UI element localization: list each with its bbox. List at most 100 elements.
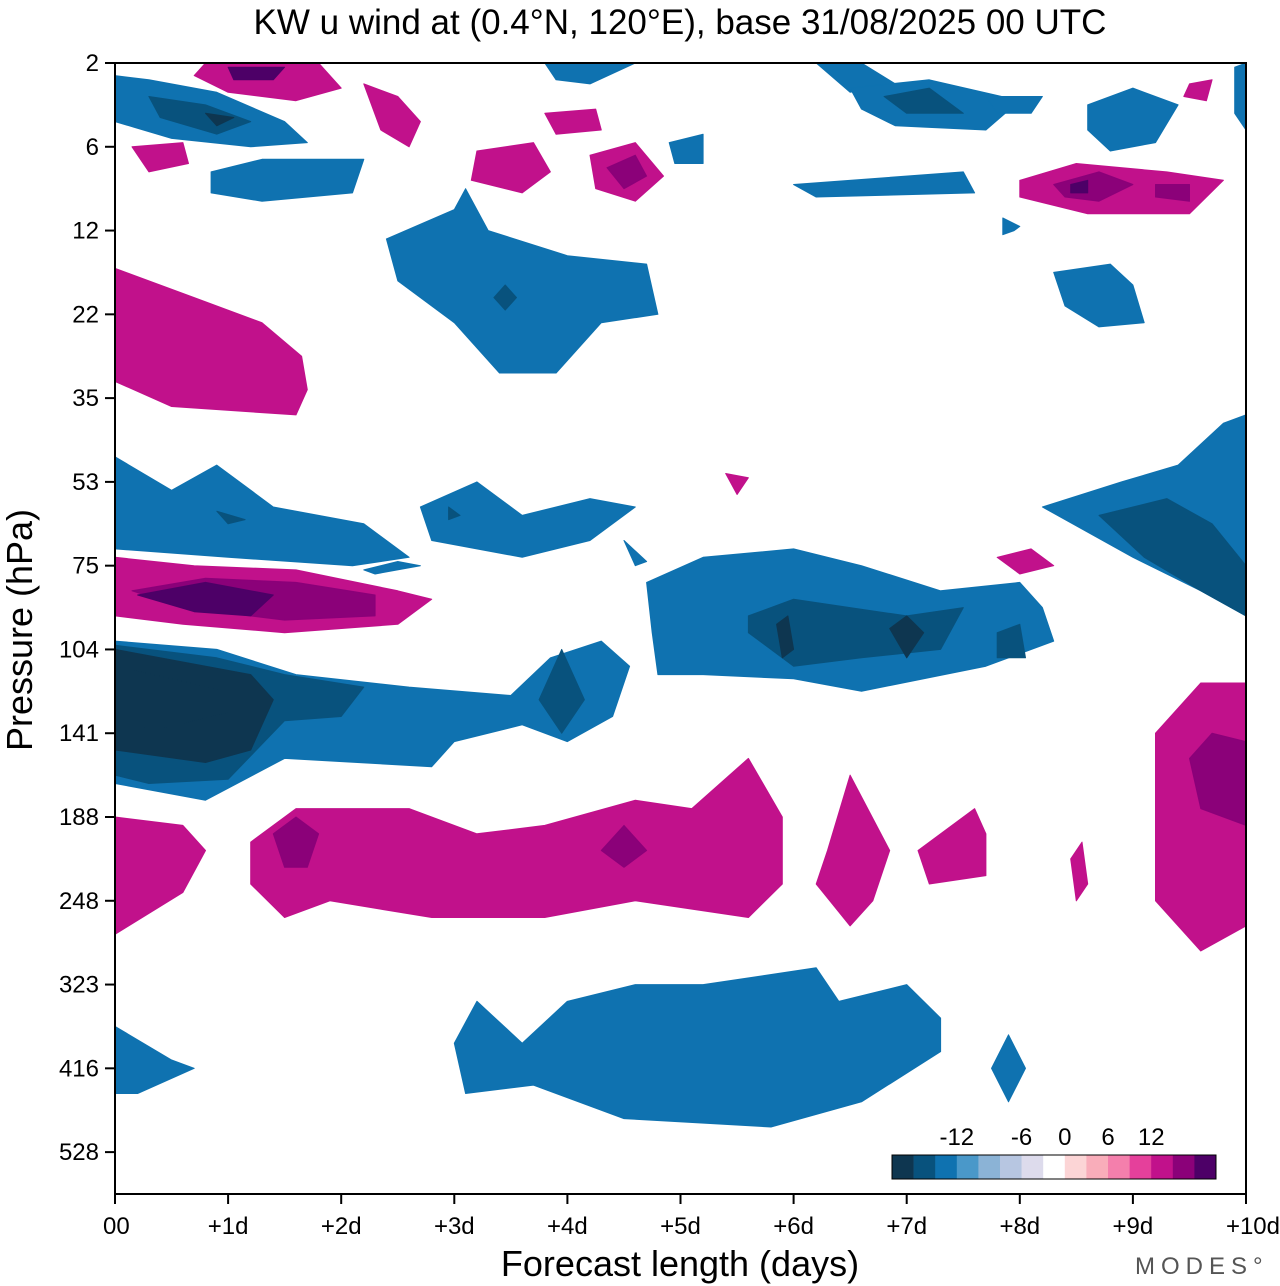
y-tick-label: 188 (59, 804, 99, 831)
contour-region-48 (538, 648, 585, 734)
contour-region-37 (623, 540, 648, 567)
colorbar-tick-label: -12 (939, 1124, 974, 1151)
y-tick-label: 35 (72, 385, 99, 412)
contour-region-18 (793, 171, 976, 198)
contour-region-16 (883, 87, 964, 114)
colorbar-swatch (1086, 1155, 1109, 1179)
contour-region-34 (419, 481, 636, 558)
colorbar-tick-label: 12 (1138, 1124, 1165, 1151)
x-axis-label: Forecast length (days) (501, 1243, 859, 1284)
contour-region-25 (1183, 79, 1213, 102)
y-axis-label: Pressure (hPa) (0, 509, 40, 751)
contour-regions (115, 63, 1246, 1128)
y-tick-label: 53 (72, 469, 99, 496)
contour-region-27 (493, 284, 517, 311)
y-tick-label: 323 (59, 972, 99, 999)
y-axis: 2 6 12 22 35 53 75 104 141 188 248 323 416 528 (59, 50, 115, 1166)
contour-region-40 (996, 548, 1055, 575)
colorbar-frame (891, 1154, 1217, 1180)
x-tick-label: +10d (1226, 1213, 1280, 1240)
contour-region-65 (991, 1034, 1026, 1103)
x-tick-label: +4d (547, 1213, 588, 1240)
colorbar-swatch (913, 1155, 936, 1179)
colorbar-swatch (1151, 1155, 1174, 1179)
y-tick-label: 6 (86, 134, 99, 161)
contour-region-20 (1234, 63, 1246, 131)
colorbar-swatch (1129, 1155, 1152, 1179)
x-tick-label: +5d (660, 1213, 701, 1240)
contour-region-47 (115, 665, 229, 730)
colorbar-tick-label: 0 (1058, 1124, 1071, 1151)
x-tick-label: +7d (886, 1213, 927, 1240)
contour-region-8 (544, 63, 636, 85)
contour-region-62 (1189, 732, 1246, 826)
contour-region-3 (210, 158, 365, 202)
contour-region-32 (216, 510, 246, 525)
x-tick-label: +9d (1113, 1213, 1154, 1240)
contour-region-5 (227, 66, 286, 81)
colorbar-swatch (1194, 1155, 1217, 1179)
modes-logo: MODES° (1135, 1253, 1269, 1280)
contour-region-54 (115, 816, 206, 935)
y-tick-label: 75 (72, 553, 99, 580)
colorbar-swatch (956, 1155, 979, 1179)
contour-region-35 (448, 506, 461, 521)
contour-region-6 (131, 142, 189, 173)
colorbar-swatch (892, 1155, 914, 1179)
x-tick-label: +3d (434, 1213, 475, 1240)
y-tick-label: 104 (59, 636, 99, 663)
contour-region-13 (668, 133, 704, 164)
colorbar-swatch (1108, 1155, 1130, 1179)
contour-region-52 (889, 615, 925, 659)
x-tick-label: +2d (321, 1213, 362, 1240)
contour-region-30 (115, 267, 308, 416)
y-tick-label: 2 (86, 50, 99, 77)
contour-region-53 (996, 623, 1026, 659)
contour-region-43 (137, 581, 274, 617)
contour-region-23 (1070, 179, 1089, 194)
contour-region-36 (725, 473, 749, 495)
contour-region-63 (115, 1025, 195, 1094)
colorbar-swatch (1064, 1155, 1087, 1179)
y-tick-label: 12 (72, 218, 99, 245)
contour-region-31 (115, 456, 410, 567)
x-tick-label: +8d (999, 1213, 1040, 1240)
contour-region-51 (776, 615, 795, 659)
contour-region-1 (148, 96, 252, 135)
contour-region-33 (363, 561, 421, 575)
contour-region-28 (1053, 263, 1145, 328)
x-tick-label: 00 (103, 1213, 130, 1240)
colorbar-swatch (1000, 1155, 1022, 1179)
contour-region-22 (1053, 171, 1134, 202)
y-tick-label: 22 (72, 301, 99, 328)
y-tick-label: 141 (59, 720, 99, 747)
colorbar: -12 -6 0 6 12 (891, 1124, 1217, 1180)
contour-region-19 (1087, 87, 1179, 152)
contour-region-60 (1070, 841, 1089, 902)
colorbar-swatch (978, 1155, 1001, 1179)
contour-region-29 (1002, 217, 1021, 236)
contour-region-2 (205, 112, 235, 127)
contour-region-39 (1098, 498, 1246, 617)
colorbar-swatch (1043, 1155, 1066, 1179)
contour-region-9 (544, 108, 602, 135)
contour-region-57 (600, 824, 648, 868)
contour-region-59 (917, 808, 987, 885)
contour-region-17 (985, 96, 1043, 114)
contour-region-64 (453, 967, 942, 1128)
contour-region-10 (470, 142, 551, 194)
contour-region-24 (1155, 184, 1190, 202)
chart-title: KW u wind at (0.4°N, 120°E), base 31/08/… (254, 3, 1107, 42)
contour-region-12 (606, 154, 648, 190)
colorbar-swatch (935, 1155, 958, 1179)
colorbar-swatch (1172, 1155, 1195, 1179)
contour-region-55 (250, 757, 783, 918)
x-tick-label: +6d (773, 1213, 814, 1240)
y-tick-label: 248 (59, 888, 99, 915)
x-tick-label: +1d (208, 1213, 249, 1240)
y-tick-label: 528 (59, 1139, 99, 1166)
contour-region-26 (385, 188, 659, 374)
contour-region-56 (272, 816, 320, 868)
contour-region-7 (363, 83, 421, 148)
